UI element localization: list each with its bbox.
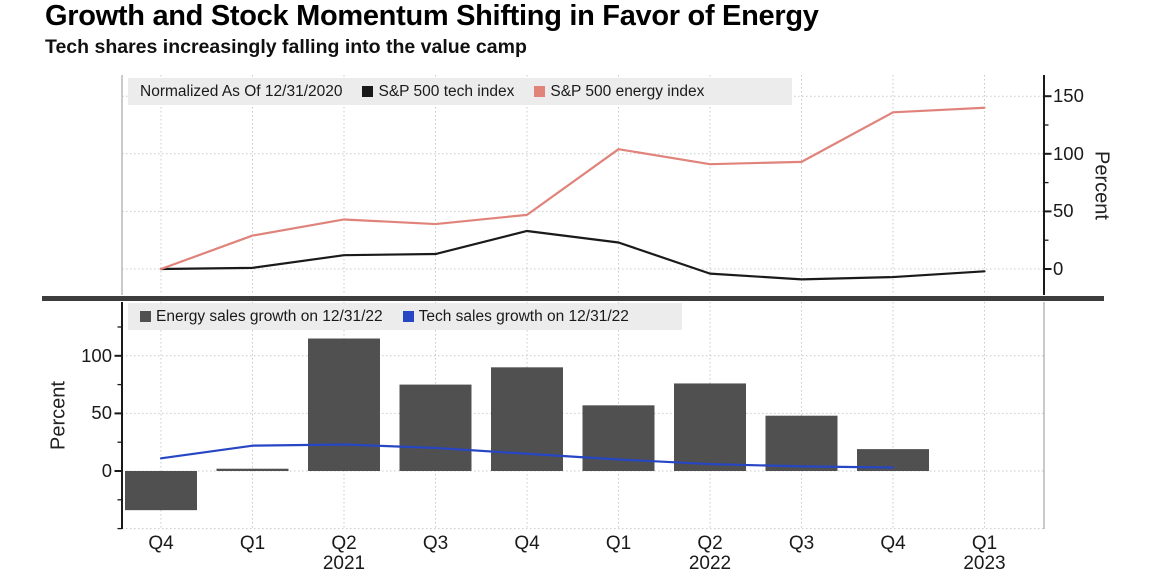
legend-item-tech-index: S&P 500 tech index (362, 83, 514, 101)
tech-sales-line (159, 443, 895, 469)
x-tick-label: Q4 (148, 533, 174, 554)
x-tick-label: Q1 (239, 533, 266, 554)
x-tick-label: Q2 (697, 533, 723, 554)
x-tick-label: Q3 (422, 533, 449, 554)
y-tick-label-left: 50 (91, 402, 112, 424)
energy-sales-label: Energy sales growth on 12/31/22 (156, 307, 383, 325)
energy-sales-bar (399, 384, 472, 471)
chart-title: Growth and Stock Momentum Shifting in Fa… (45, 0, 819, 32)
y-tick-label-right: 0 (1053, 257, 1064, 279)
legend-item-energy-index: S&P 500 energy index (534, 83, 704, 101)
top-chart-legend: Normalized As Of 12/31/2020 S&P 500 tech… (128, 78, 792, 105)
x-tick-label: Q4 (514, 533, 540, 554)
x-tick-label: Q2 (331, 533, 357, 554)
y-tick-label-right: 150 (1053, 84, 1084, 106)
x-tick-label: Q4 (880, 533, 906, 554)
chart-subtitle: Tech shares increasingly falling into th… (45, 36, 527, 58)
legend-item-energy-sales: Energy sales growth on 12/31/22 (140, 308, 383, 326)
tech-index-label: S&P 500 tech index (378, 82, 515, 100)
energy-index-swatch (534, 86, 546, 97)
normalization-note: Normalized As Of 12/31/2020 (140, 82, 343, 100)
energy-index-line (159, 106, 986, 271)
x-year-label: 2022 (688, 553, 732, 574)
x-tick-label: Q1 (971, 533, 998, 554)
x-year-label: 2023 (963, 553, 1006, 574)
tech-sales-swatch (402, 311, 414, 322)
energy-sales-swatch (140, 311, 151, 322)
x-tick-label: Q1 (605, 533, 632, 554)
x-tick-label: Q3 (788, 533, 815, 554)
energy-sales-bar (125, 471, 197, 511)
y-tick-label-left: 100 (81, 344, 112, 366)
y-tick-label-right: 50 (1053, 200, 1074, 222)
x-year-label: 2021 (322, 553, 366, 574)
y-tick-label-right: 100 (1053, 142, 1084, 164)
tech-sales-label: Tech sales growth on 12/31/22 (418, 307, 629, 325)
legend-item-tech-sales: Tech sales growth on 12/31/22 (402, 307, 629, 326)
top-chart-y-axis-title: Percent (1090, 150, 1113, 220)
energy-sales-bar (216, 468, 289, 471)
energy-sales-bar (674, 383, 746, 471)
energy-sales-bar (308, 338, 380, 471)
bottom-chart-legend: Energy sales growth on 12/31/22 Tech sal… (128, 303, 682, 330)
energy-sales-bar (765, 415, 838, 471)
energy-index-label: S&P 500 energy index (550, 82, 705, 100)
tech-index-swatch (362, 86, 374, 97)
energy-sales-bar (857, 449, 929, 471)
tech-index-line (159, 229, 986, 281)
panel-divider (42, 296, 1104, 301)
y-tick-label-left: 0 (101, 459, 112, 481)
